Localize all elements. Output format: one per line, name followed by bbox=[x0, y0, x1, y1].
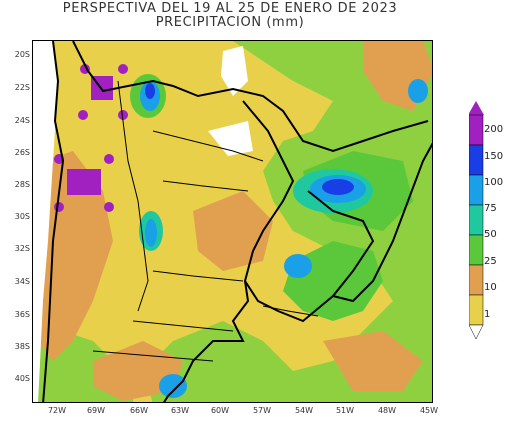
lon-label-57w: 57W bbox=[252, 406, 272, 415]
field-150mm-brazil bbox=[322, 179, 354, 195]
lon-label-51w: 51W bbox=[335, 406, 355, 415]
field-200mm-dot-6 bbox=[104, 154, 114, 164]
field-200mm-dot-4 bbox=[118, 110, 128, 120]
lat-label-32s: 32S bbox=[14, 244, 30, 253]
field-100mm-south bbox=[159, 374, 187, 398]
field-200mm-dot-2 bbox=[118, 64, 128, 74]
precipitation-legend bbox=[469, 101, 484, 340]
lat-label-28s: 28S bbox=[14, 180, 30, 189]
lon-label-66w: 66W bbox=[129, 406, 149, 415]
legend-swatch-200 bbox=[469, 101, 484, 115]
border-chile bbox=[42, 41, 65, 402]
lon-label-63w: 63W bbox=[170, 406, 190, 415]
map-subtitle: PRECIPITACION (mm) bbox=[155, 15, 305, 30]
border-uruguay-departments bbox=[262, 305, 319, 317]
lon-label-54w: 54W bbox=[294, 406, 314, 415]
legend-label-10: 10 bbox=[484, 282, 497, 293]
legend-label-150: 150 bbox=[484, 151, 504, 162]
legend-swatch-150 bbox=[469, 144, 484, 176]
lat-label-34s: 34S bbox=[14, 277, 30, 286]
field-dry-pacific bbox=[33, 41, 58, 402]
legend-swatch-200-box bbox=[469, 114, 484, 146]
field-100mm-uruguay bbox=[284, 254, 312, 278]
precipitation-map-graphic bbox=[33, 41, 432, 402]
map-title: PERSPECTIVA DEL 19 AL 25 DE ENERO DE 202… bbox=[62, 1, 398, 16]
legend-swatch-1 bbox=[469, 324, 484, 340]
field-150mm-salta bbox=[145, 83, 155, 99]
field-200mm-dot-7 bbox=[54, 202, 64, 212]
border-north bbox=[72, 41, 429, 153]
lat-label-22s: 22S bbox=[14, 83, 30, 92]
lon-label-72w: 72W bbox=[47, 406, 67, 415]
lon-label-60w: 60W bbox=[210, 406, 230, 415]
field-dry-chaco bbox=[208, 121, 253, 156]
legend-swatch-10 bbox=[469, 294, 484, 326]
field-200mm-dot-3 bbox=[78, 110, 88, 120]
field-100mm-cordoba bbox=[145, 219, 157, 247]
border-provinces-west bbox=[117, 80, 149, 312]
legend-label-75: 75 bbox=[484, 203, 497, 214]
field-orange-atlantic bbox=[323, 331, 423, 391]
legend-swatch-75 bbox=[469, 204, 484, 236]
field-200mm-marker-b bbox=[67, 169, 101, 195]
lat-label-26s: 26S bbox=[14, 148, 30, 157]
lat-label-24s: 24S bbox=[14, 116, 30, 125]
legend-label-50: 50 bbox=[484, 229, 497, 240]
coastline-brazil bbox=[332, 142, 432, 303]
field-dry-north bbox=[221, 46, 248, 96]
field-100mm-north bbox=[408, 79, 428, 103]
legend-label-200: 200 bbox=[484, 124, 504, 135]
lon-label-48w: 48W bbox=[377, 406, 397, 415]
lat-label-40s: 40S bbox=[14, 374, 30, 383]
legend-swatch-50 bbox=[469, 234, 484, 266]
coastline-argentina bbox=[163, 280, 250, 402]
lon-label-45w: 45W bbox=[419, 406, 439, 415]
legend-label-25: 25 bbox=[484, 256, 497, 267]
lat-label-30s: 30S bbox=[14, 212, 30, 221]
lon-label-69w: 69W bbox=[86, 406, 106, 415]
lat-label-36s: 36S bbox=[14, 310, 30, 319]
precipitation-map bbox=[32, 40, 433, 403]
lat-label-20s: 20S bbox=[14, 50, 30, 59]
lat-label-38s: 38S bbox=[14, 342, 30, 351]
legend-label-1: 1 bbox=[484, 309, 491, 320]
legend-label-100: 100 bbox=[484, 177, 504, 188]
legend-swatch-25 bbox=[469, 264, 484, 296]
field-25mm-east bbox=[143, 41, 432, 402]
field-200mm-dot-8 bbox=[104, 202, 114, 212]
border-provinces bbox=[92, 130, 264, 362]
border-mesopotamia bbox=[242, 100, 375, 323]
legend-swatch-100 bbox=[469, 174, 484, 206]
